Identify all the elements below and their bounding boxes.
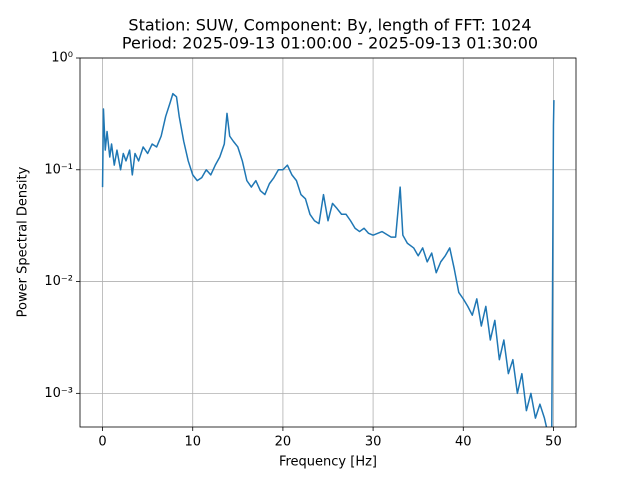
data-line [101, 92, 555, 427]
y-tick-label: 10⁻² [44, 274, 73, 289]
x-tick-label: 10 [184, 435, 201, 450]
x-tick-label: 40 [455, 435, 472, 450]
x-tick-label: 50 [545, 435, 562, 450]
plot-frame [79, 57, 577, 428]
y-tick-label: 10⁰ [51, 51, 73, 66]
x-axis-label: Frequency [Hz] [279, 455, 377, 470]
y-tick-label: 10⁻³ [44, 386, 73, 401]
x-tick-label: 30 [365, 435, 382, 450]
x-tick-label: 20 [275, 435, 292, 450]
chart-subtitle: Period: 2025-09-13 01:00:00 - 2025-09-13… [122, 34, 538, 53]
chart-title: Station: SUW, Component: By, length of F… [128, 16, 531, 35]
y-tick-label: 10⁻¹ [44, 162, 73, 177]
y-axis-label: Power Spectral Density [16, 166, 31, 317]
x-tick-label: 0 [98, 435, 106, 450]
